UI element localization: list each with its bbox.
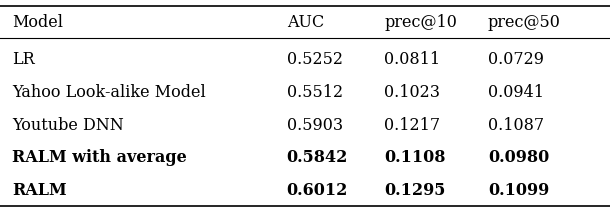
Text: 0.5842: 0.5842 — [287, 149, 348, 166]
Text: Yahoo Look-alike Model: Yahoo Look-alike Model — [12, 84, 206, 101]
Text: 0.1099: 0.1099 — [488, 182, 549, 199]
Text: LR: LR — [12, 51, 35, 68]
Text: 0.0811: 0.0811 — [384, 51, 440, 68]
Text: 0.1108: 0.1108 — [384, 149, 446, 166]
Text: 0.5903: 0.5903 — [287, 117, 343, 134]
Text: 0.0941: 0.0941 — [488, 84, 544, 101]
Text: 0.1023: 0.1023 — [384, 84, 440, 101]
Text: 0.1217: 0.1217 — [384, 117, 440, 134]
Text: 0.0729: 0.0729 — [488, 51, 544, 68]
Text: 0.6012: 0.6012 — [287, 182, 348, 199]
Text: Youtube DNN: Youtube DNN — [12, 117, 124, 134]
Text: prec@10: prec@10 — [384, 14, 457, 31]
Text: RALM: RALM — [12, 182, 67, 199]
Text: RALM with average: RALM with average — [12, 149, 187, 166]
Text: prec@50: prec@50 — [488, 14, 561, 31]
Text: 0.0980: 0.0980 — [488, 149, 549, 166]
Text: AUC: AUC — [287, 14, 324, 31]
Text: Model: Model — [12, 14, 63, 31]
Text: 0.1295: 0.1295 — [384, 182, 446, 199]
Text: 0.1087: 0.1087 — [488, 117, 544, 134]
Text: 0.5512: 0.5512 — [287, 84, 343, 101]
Text: 0.5252: 0.5252 — [287, 51, 343, 68]
